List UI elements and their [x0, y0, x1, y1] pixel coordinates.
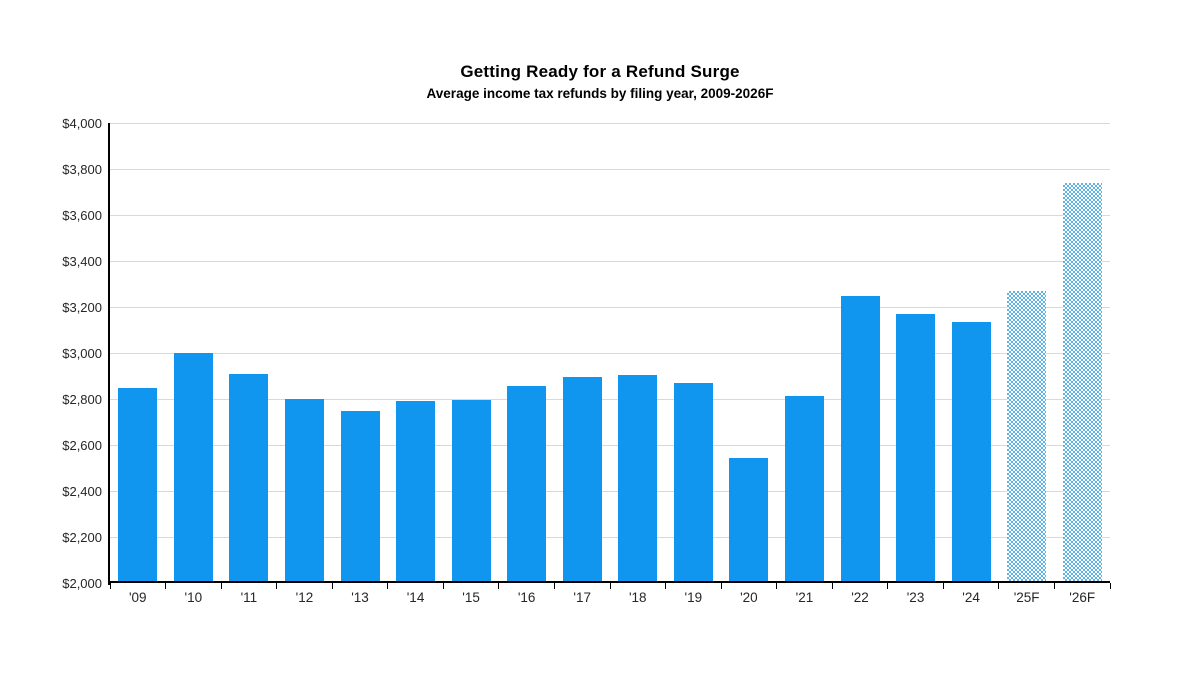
x-axis-tick	[498, 583, 500, 589]
x-axis-label: '16	[517, 590, 536, 605]
gridline	[110, 306, 1110, 308]
y-axis-label: $2,000	[62, 575, 102, 591]
x-axis-label: '12	[295, 590, 314, 605]
x-axis-label: '23	[906, 590, 925, 605]
bar	[784, 395, 824, 583]
y-axis-label: $3,600	[62, 207, 102, 223]
x-axis-tick	[276, 583, 278, 589]
bar-forecast	[1062, 182, 1102, 583]
x-axis-label: '13	[351, 590, 369, 605]
bar	[396, 401, 436, 583]
x-axis-tick	[831, 583, 833, 589]
plot-area	[108, 122, 1111, 589]
bar	[118, 387, 158, 583]
x-axis-tick	[665, 583, 667, 589]
x-axis-tick	[1053, 583, 1055, 589]
y-axis-label: $3,400	[62, 253, 102, 269]
bar	[284, 399, 324, 583]
gridline	[110, 168, 1110, 170]
chart-title: Getting Ready for a Refund Surge	[460, 62, 740, 81]
bar	[173, 353, 213, 583]
x-axis-label: '20	[740, 590, 758, 605]
y-axis-label: $3,000	[62, 345, 102, 361]
x-axis-tick	[220, 583, 222, 589]
x-axis-label: '15	[462, 590, 480, 605]
gridline	[110, 490, 1110, 492]
gridline	[110, 122, 1110, 124]
x-axis-line	[108, 581, 1110, 583]
x-axis-tick	[998, 583, 1000, 589]
gridline	[110, 214, 1110, 216]
bar	[729, 457, 769, 583]
y-axis-label: $3,800	[62, 161, 102, 177]
y-axis-label: $2,800	[62, 391, 102, 407]
x-axis-label: '18	[628, 590, 647, 605]
bar	[896, 313, 936, 583]
x-axis-label: '19	[684, 590, 703, 605]
y-axis-label: $4,000	[62, 115, 102, 131]
bar	[340, 410, 380, 583]
y-axis-label: $2,400	[62, 483, 102, 499]
bar	[618, 374, 658, 583]
x-axis-tick	[609, 583, 611, 589]
x-axis-tick	[720, 583, 722, 589]
x-axis-label: '14	[406, 590, 425, 605]
x-axis-label: '10	[184, 590, 203, 605]
x-axis-label: '26F	[1069, 590, 1096, 605]
x-axis-label: '24	[962, 590, 980, 605]
bar	[840, 295, 880, 583]
gridline	[110, 444, 1110, 446]
y-axis-line	[108, 123, 110, 585]
x-axis-tick	[1109, 583, 1111, 589]
x-axis-label: '17	[573, 590, 591, 605]
gridline	[110, 260, 1110, 262]
x-axis-tick	[387, 583, 389, 589]
x-axis-label: '22	[851, 590, 869, 605]
bar	[562, 377, 602, 583]
y-axis-label: $2,200	[62, 529, 102, 545]
x-axis-label: '09	[128, 590, 147, 605]
bar	[951, 321, 991, 583]
x-axis-tick	[887, 583, 889, 589]
x-axis-tick	[776, 583, 778, 589]
x-axis-label: '25F	[1013, 590, 1040, 605]
x-axis-label: '21	[795, 590, 814, 605]
gridline	[110, 352, 1110, 354]
bar	[451, 400, 491, 583]
x-axis-tick	[942, 583, 944, 589]
y-axis-label: $3,200	[62, 299, 102, 315]
gridline	[110, 398, 1110, 400]
x-axis-tick	[553, 583, 555, 589]
x-axis-label: '11	[240, 590, 258, 605]
x-axis-tick	[442, 583, 444, 589]
y-axis-label: $2,600	[62, 437, 102, 453]
bar	[673, 382, 713, 583]
x-axis-tick	[331, 583, 333, 589]
bar	[229, 373, 269, 583]
bar-forecast	[1007, 290, 1047, 583]
chart-subtitle: Average income tax refunds by filing yea…	[426, 86, 774, 101]
gridline	[110, 536, 1110, 538]
x-axis-tick	[165, 583, 167, 589]
x-axis-tick	[109, 583, 111, 589]
bar	[507, 386, 547, 583]
